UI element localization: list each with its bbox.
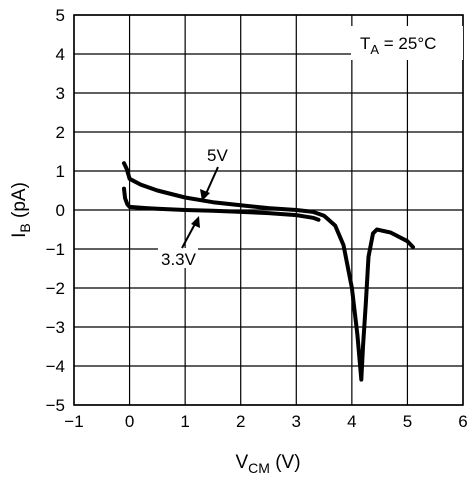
y-tick-label: 4: [56, 45, 65, 64]
x-tick-label: 3: [292, 412, 301, 431]
x-tick-label: 4: [347, 412, 356, 431]
y-tick-label: −1: [46, 240, 65, 259]
x-tick-label: 2: [236, 412, 245, 431]
y-tick-label: −2: [46, 279, 65, 298]
label-3-3v: 3.3V: [158, 216, 200, 269]
annotation-box: [351, 26, 463, 60]
y-tick-label: −5: [46, 396, 65, 415]
y-tick-label: −3: [46, 318, 65, 337]
arrowhead-3-3v: [191, 216, 200, 228]
x-tick-label: 0: [125, 412, 134, 431]
arrowhead-5v: [200, 189, 210, 201]
arrow-3-3v: [181, 221, 197, 249]
y-tick-label: 3: [56, 84, 65, 103]
y-tick-label: 1: [56, 162, 65, 181]
annotation-text: TA = 25°C: [360, 34, 436, 57]
x-tick-label: 6: [458, 412, 467, 431]
arrow-5v: [204, 166, 219, 197]
y-tick-label: 5: [56, 6, 65, 25]
y-tick-label: 0: [56, 201, 65, 220]
y-tick-label: −4: [46, 357, 65, 376]
y-axis-title: IB (pA): [9, 182, 33, 238]
x-axis-title: VCM (V): [235, 452, 300, 476]
series-line-3-3v: [122, 186, 321, 222]
series-label-3-3v: 3.3V: [161, 250, 197, 269]
label-5v: 5V: [200, 145, 233, 201]
series-layer: [122, 161, 415, 382]
x-tick-label: −1: [64, 412, 83, 431]
series-label-5v: 5V: [207, 146, 228, 165]
x-tick-label: 5: [403, 412, 412, 431]
x-tick-label: 1: [180, 412, 189, 431]
plot-frame: [73, 14, 464, 406]
y-tick-label: 2: [56, 123, 65, 142]
tick-labels: −1 0 1 2 3 4 5 6 −5 −4 −3 −2 −1 0 1 2 3 4 5: [46, 6, 468, 431]
series-line-5v: [122, 161, 415, 382]
